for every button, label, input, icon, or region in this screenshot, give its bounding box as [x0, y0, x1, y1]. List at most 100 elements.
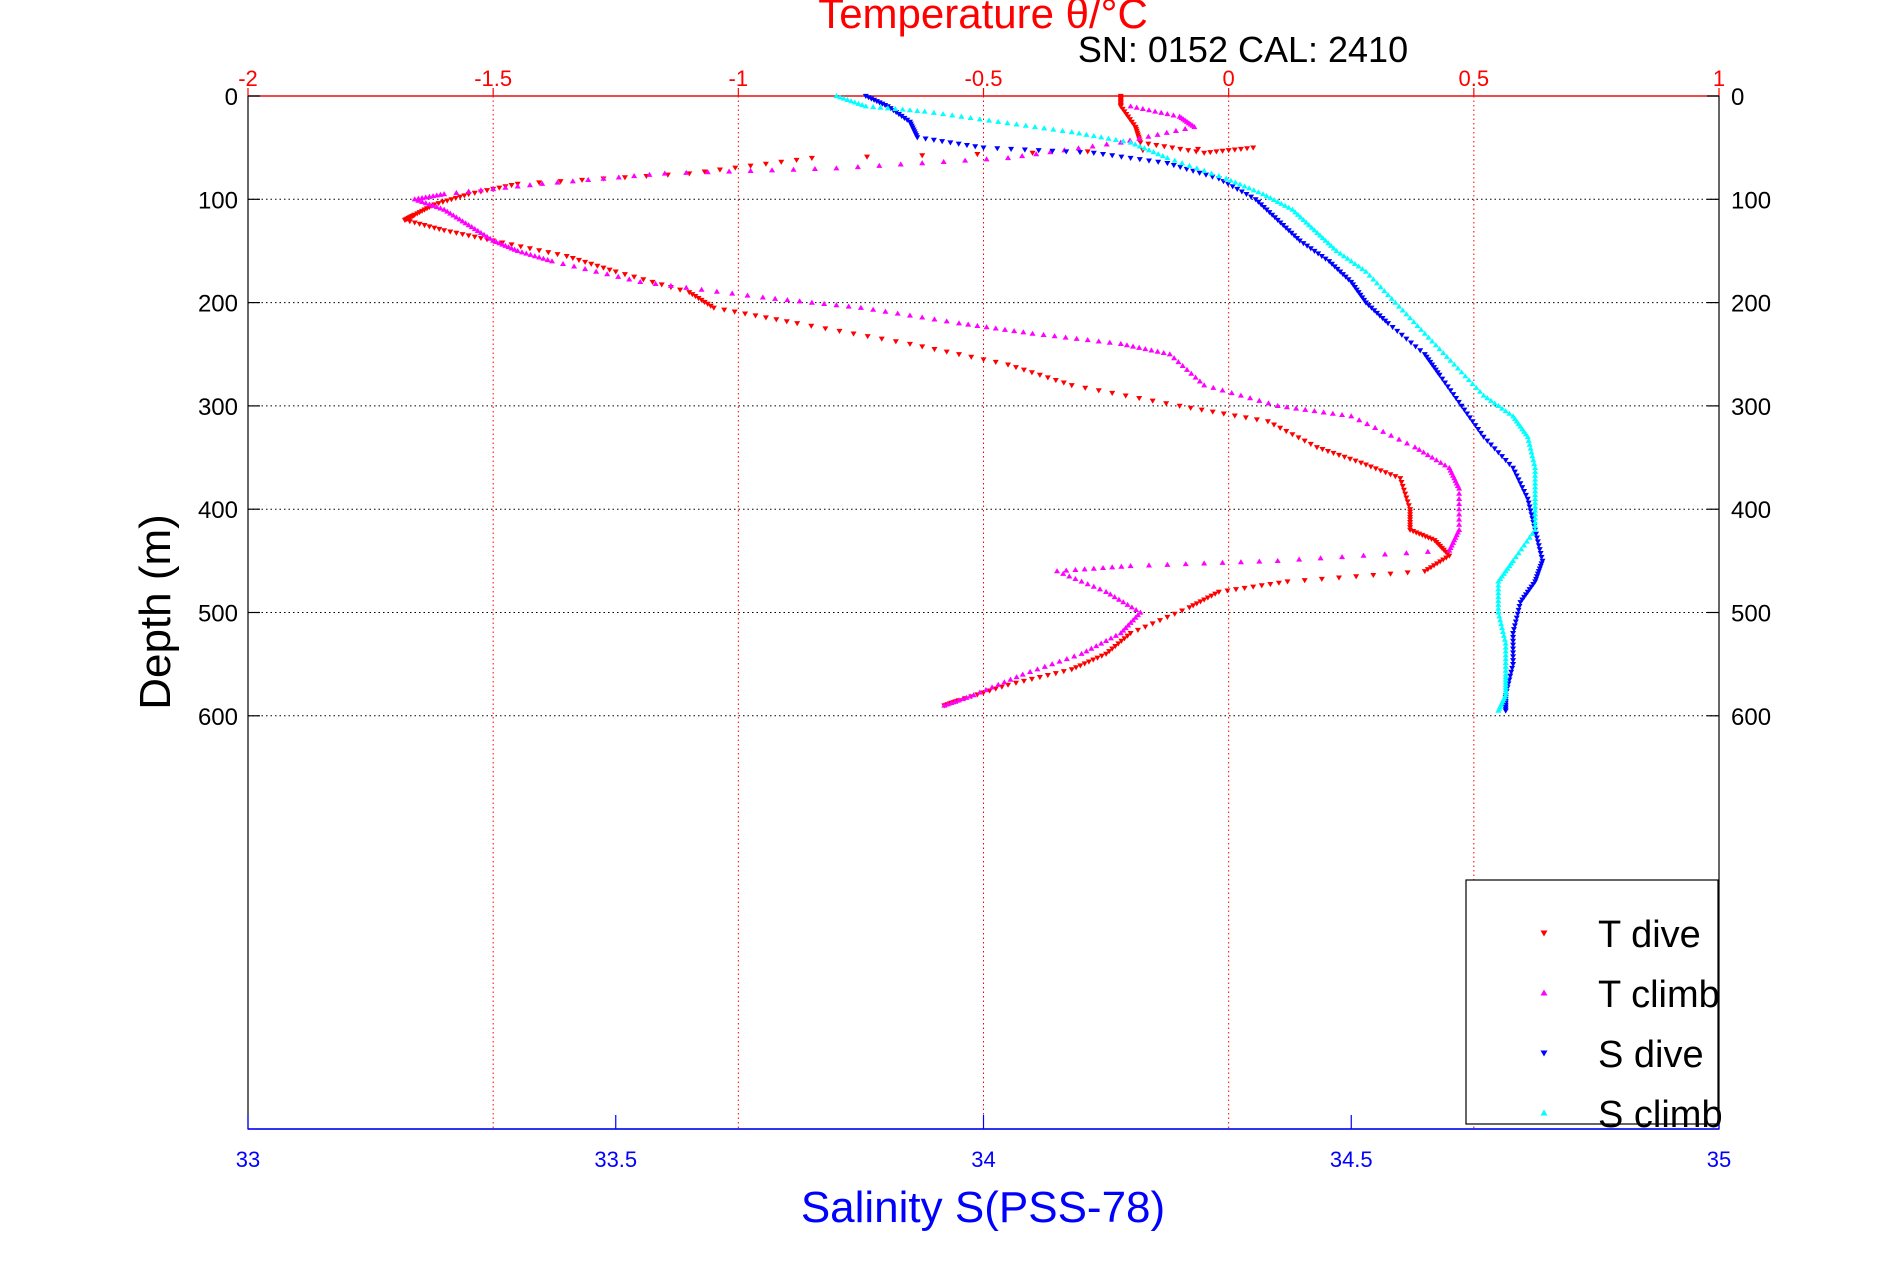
data-point: [582, 266, 589, 272]
data-point: [878, 336, 885, 342]
x-axis-label: Salinity S(PSS-78): [801, 1183, 1165, 1232]
data-point: [1212, 591, 1219, 597]
data-point: [1466, 415, 1473, 421]
data-point: [1351, 260, 1358, 266]
data-point: [514, 247, 521, 254]
data-point: [1209, 174, 1216, 180]
data-point: [1250, 584, 1257, 590]
salinity-tick-label: 33.5: [594, 1147, 637, 1172]
data-point: [1534, 539, 1541, 545]
data-point: [441, 206, 448, 212]
data-point: [1530, 581, 1537, 588]
data-point: [1532, 464, 1539, 470]
data-point: [1289, 432, 1296, 438]
data-point: [1469, 419, 1476, 425]
data-point: [1458, 403, 1465, 409]
data-point: [772, 295, 779, 301]
data-point: [983, 324, 990, 330]
data-point: [1319, 447, 1326, 453]
data-point: [1522, 592, 1529, 598]
legend-marker: [1540, 1109, 1548, 1116]
data-point: [833, 302, 840, 308]
data-point: [1225, 181, 1232, 187]
data-point: [1525, 500, 1532, 506]
data-point: [536, 180, 543, 186]
data-point: [1416, 446, 1423, 452]
data-point: [453, 214, 460, 220]
data-point: [1456, 495, 1463, 501]
data-point: [1126, 117, 1133, 123]
data-point: [1277, 220, 1284, 226]
data-point: [1019, 153, 1026, 159]
data-point: [1148, 347, 1155, 353]
data-point: [1450, 392, 1457, 398]
data-point: [1090, 150, 1097, 156]
data-point: [1060, 570, 1067, 576]
data-point: [1495, 609, 1502, 615]
data-point: [958, 113, 965, 119]
data-point: [1477, 430, 1484, 437]
data-point: [426, 193, 433, 199]
data-point: [1246, 185, 1253, 191]
data-point: [1491, 446, 1498, 452]
data-point: [1228, 389, 1235, 396]
data-point: [604, 271, 611, 277]
data-point: [437, 191, 444, 197]
data-point: [963, 694, 970, 700]
data-point: [411, 220, 418, 226]
data-point: [1090, 657, 1097, 663]
data-point: [1193, 601, 1200, 607]
data-point: [1337, 250, 1344, 256]
data-point: [1078, 650, 1085, 656]
data-point: [1154, 131, 1161, 137]
data-point: [1528, 584, 1535, 590]
data-point: [1440, 557, 1447, 563]
data-point: [1035, 148, 1042, 154]
data-point: [1377, 468, 1384, 474]
data-point: [487, 235, 494, 241]
salinity-tick-label: 33: [236, 1147, 260, 1172]
depth-tick-label-left: 400: [198, 497, 238, 524]
data-point: [1259, 191, 1266, 197]
data-point: [1121, 109, 1128, 115]
data-point: [683, 284, 690, 290]
data-point: [416, 221, 423, 227]
data-point: [1084, 337, 1091, 343]
data-point: [974, 152, 981, 158]
data-point: [1103, 141, 1110, 147]
data-point: [1103, 651, 1110, 657]
data-point: [1532, 579, 1539, 585]
data-point: [1034, 666, 1041, 672]
data-point: [1120, 599, 1127, 605]
data-point: [1073, 665, 1080, 671]
data-point: [1348, 279, 1355, 285]
data-point: [649, 279, 656, 285]
data-point: [778, 159, 785, 165]
legend-marker: [1540, 930, 1548, 937]
data-point: [1201, 597, 1208, 603]
data-point: [1137, 140, 1144, 146]
data-point: [1183, 366, 1190, 372]
data-point: [701, 299, 708, 305]
data-point: [790, 166, 797, 172]
data-point: [1508, 669, 1515, 675]
data-point: [523, 250, 530, 256]
data-point: [1112, 136, 1119, 143]
data-point: [631, 173, 638, 179]
data-points: [401, 93, 1546, 714]
data-point: [459, 218, 466, 224]
data-point: [870, 103, 877, 110]
data-point: [1317, 555, 1324, 561]
data-point: [459, 232, 466, 238]
data-point: [1047, 149, 1054, 155]
data-point: [1186, 605, 1193, 611]
data-point: [433, 204, 440, 210]
data-point: [1142, 346, 1149, 352]
data-point: [1442, 380, 1449, 386]
data-point: [1060, 380, 1067, 386]
data-point: [1387, 571, 1394, 577]
data-point: [1076, 130, 1083, 136]
data-point: [959, 696, 966, 702]
depth-tick-label-left: 0: [225, 84, 238, 111]
data-point: [1480, 434, 1487, 440]
